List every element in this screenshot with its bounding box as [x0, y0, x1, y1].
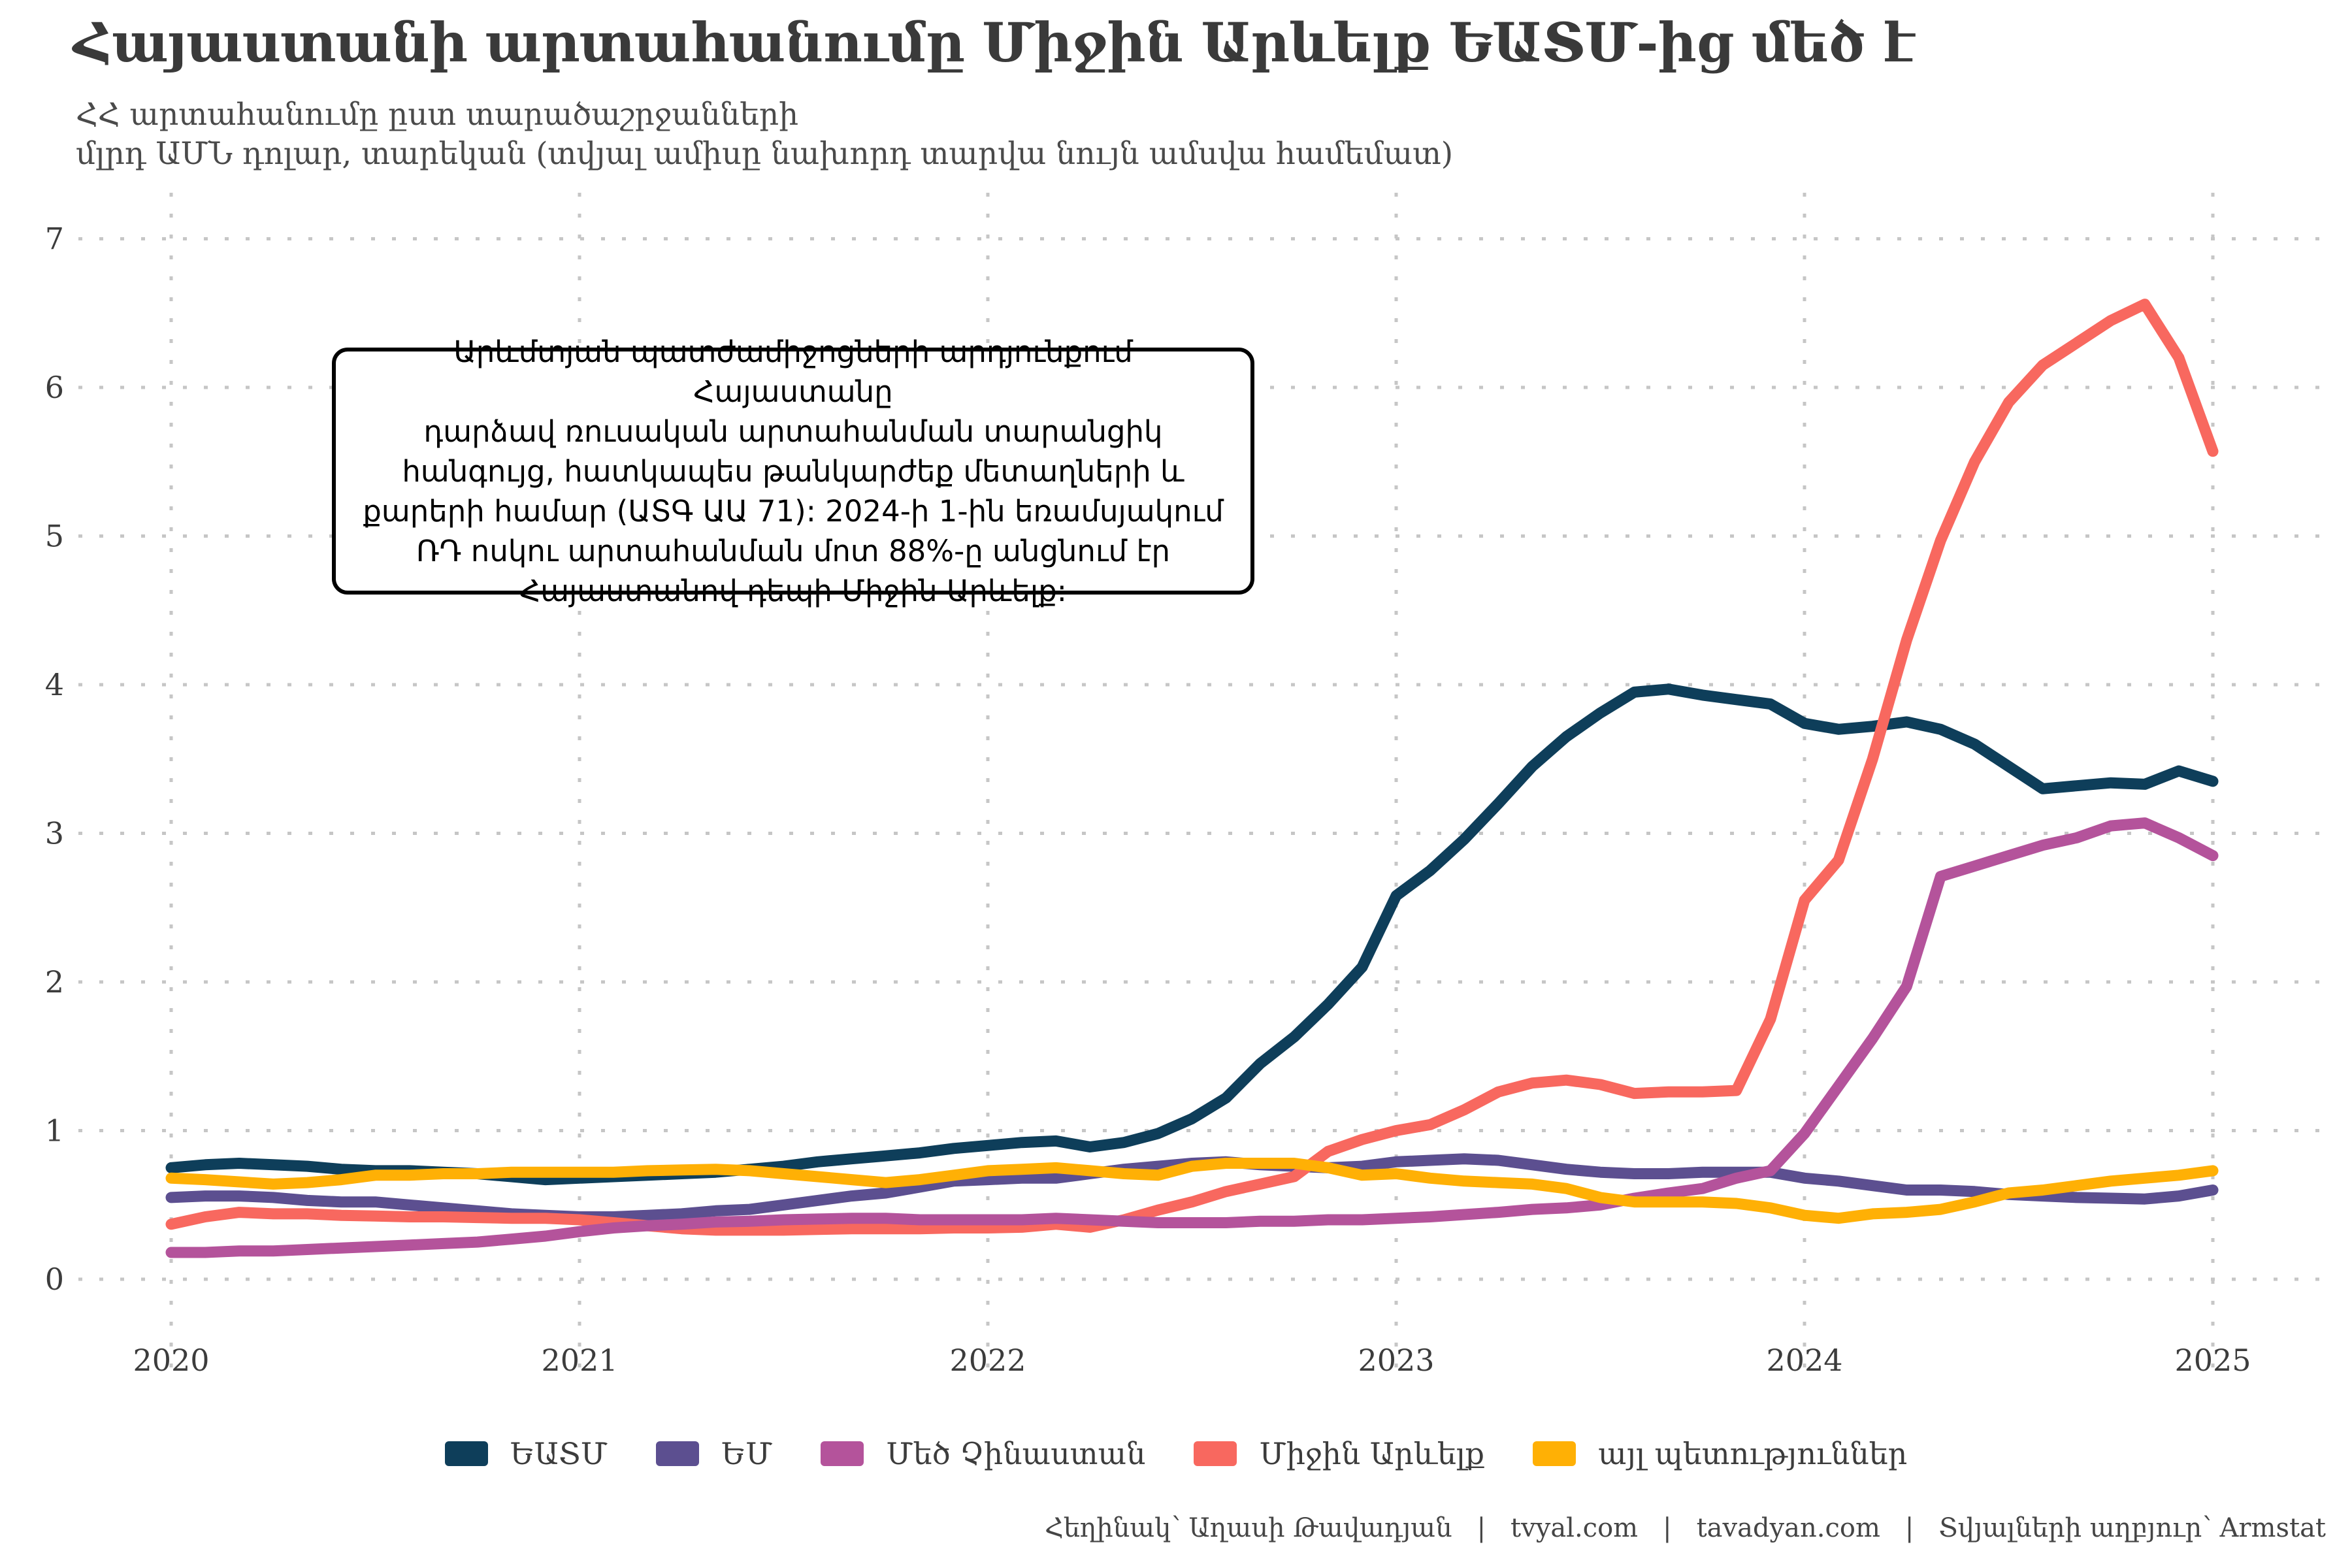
legend-item-eatm: ԵԱՏՄ: [444, 1436, 608, 1471]
series-line-0: [165, 683, 2219, 1186]
annotation-box: Արևմտյան պատժամիջոցների արդյունքում Հայա…: [332, 335, 1254, 608]
footer-data-source: Տվյալների աղբյուր՝ Armstat: [1938, 1513, 2326, 1543]
footer-site-tavadyan: tavadyan.com: [1696, 1513, 1880, 1543]
legend-swatch-eatm: [444, 1441, 488, 1466]
svg-text:2021: 2021: [541, 1343, 617, 1378]
legend-item-eu: ԵՄ: [655, 1436, 773, 1471]
legend-label-greater-china: Մեծ Չինաստան: [886, 1436, 1146, 1471]
svg-text:6: 6: [45, 370, 64, 405]
chart-subtitle-line2: մլրդ ԱՄՆ դոլար, տարեկան (տվյալ ամիսը նախ…: [76, 136, 1454, 172]
legend-item-greater-china: Մեծ Չինաստան: [821, 1436, 1145, 1471]
legend-label-eu: ԵՄ: [721, 1436, 773, 1471]
axis-labels: 0 1 2 3 4 5 6 7 2020 2021 2022 2023 2024 2025: [45, 221, 2251, 1379]
legend-item-other-states: այլ պետություններ: [1533, 1436, 1907, 1471]
legend-label-middle-east: Միջին Արևելք: [1259, 1436, 1485, 1471]
annotation-text: Արևմտյան պատժամիջոցների արդյունքում Հայա…: [363, 334, 1224, 608]
svg-text:2023: 2023: [1358, 1343, 1434, 1378]
chart-legend: ԵԱՏՄ ԵՄ Մեծ Չինաստան Միջին Արևելք այլ պե…: [0, 1436, 2352, 1471]
footer-site-tvyal: tvyal.com: [1511, 1513, 1639, 1543]
svg-text:2022: 2022: [949, 1343, 1026, 1378]
legend-swatch-greater-china: [821, 1441, 864, 1466]
legend-swatch-middle-east: [1194, 1441, 1237, 1466]
data-series-lines: [165, 299, 2219, 1258]
svg-text:2020: 2020: [133, 1343, 209, 1378]
svg-text:0: 0: [45, 1262, 64, 1297]
svg-text:3: 3: [45, 816, 64, 851]
legend-item-middle-east: Միջին Արևելք: [1194, 1436, 1484, 1471]
footer-separator: |: [1904, 1513, 1914, 1543]
svg-text:2: 2: [45, 964, 64, 1000]
footer-separator: |: [1477, 1513, 1486, 1543]
legend-swatch-other-states: [1533, 1441, 1576, 1466]
legend-swatch-eu: [655, 1441, 699, 1466]
svg-text:2024: 2024: [1766, 1343, 1842, 1378]
chart-subtitle-line1: ՀՀ արտահանումը ըստ տարածաշրջանների: [76, 97, 799, 133]
series-line-3: [165, 299, 2219, 1236]
legend-label-eatm: ԵԱՏՄ: [510, 1436, 608, 1471]
svg-text:4: 4: [45, 667, 64, 702]
series-line-2: [165, 817, 2219, 1258]
footer-credits: Հեղինակ՝ Աղասի Թավադյան | tvyal.com | tavady…: [26, 1513, 2326, 1543]
svg-text:1: 1: [45, 1113, 64, 1149]
series-line-4: [165, 1158, 2219, 1224]
footer-separator: |: [1663, 1513, 1672, 1543]
svg-text:7: 7: [45, 221, 64, 257]
footer-author: Հեղինակ՝ Աղասի Թավադյան: [1045, 1513, 1452, 1543]
legend-label-other-states: այլ պետություններ: [1598, 1436, 1908, 1471]
svg-text:2025: 2025: [2174, 1343, 2251, 1378]
svg-text:5: 5: [45, 519, 64, 554]
page-title: Հայաստանի արտահանումը Միջին Արևելք ԵԱՏՄ-…: [73, 12, 1915, 74]
